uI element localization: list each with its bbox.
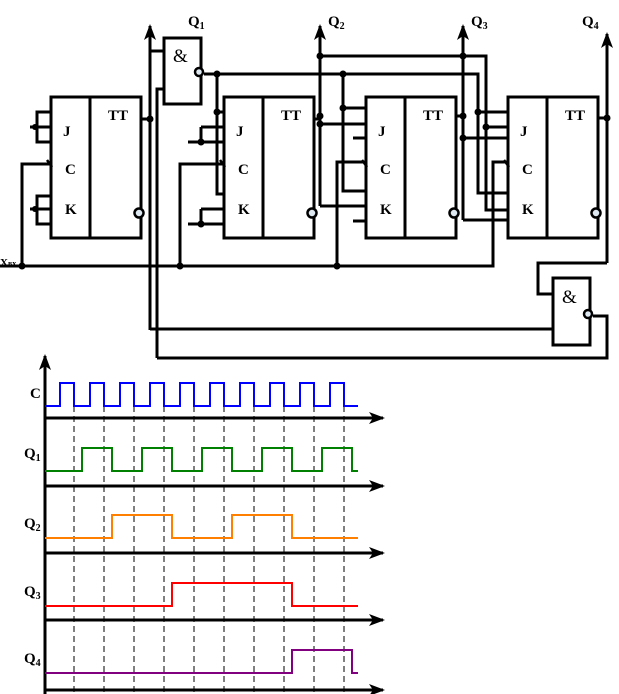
gate-symbol: &: [173, 46, 188, 67]
clock-edge-mark: [45, 159, 54, 168]
k-input-label: K: [522, 202, 534, 218]
c-input-label: C: [522, 162, 533, 178]
c-input-label: C: [380, 162, 391, 178]
inverted-output-bubble: [133, 207, 145, 219]
flipflop-type-label: TT: [108, 108, 128, 124]
jk-flipflop-2: TT J C K: [218, 95, 318, 240]
inverter-bubble: [582, 308, 594, 320]
waveform-q2: [45, 514, 358, 539]
k-input-label: K: [380, 202, 392, 218]
output-label-q4: Q4: [582, 14, 599, 32]
input-label-xvx: Xвх: [0, 257, 16, 269]
signal-label-q3: Q3: [24, 584, 41, 602]
inverted-output-bubble: [590, 207, 602, 219]
k-input-label: K: [65, 202, 77, 218]
junction-dots: [18, 52, 611, 270]
jk-flipflop-3: TT J C K: [360, 95, 460, 240]
and-gate-2: &: [551, 276, 594, 347]
waveform-q4: [45, 649, 358, 674]
clock-edge-mark: [502, 159, 511, 168]
j-input-label: J: [378, 124, 386, 140]
output-label-q3: Q3: [471, 14, 488, 32]
j-input-label: J: [236, 124, 244, 140]
clock-edge-mark: [218, 159, 227, 168]
inverter-bubble: [193, 66, 205, 78]
gate-symbol: &: [562, 287, 577, 308]
j-input-label: J: [520, 124, 528, 140]
jk-flipflop-1: TT J C K: [45, 95, 145, 240]
signal-label-q1: Q1: [24, 446, 41, 464]
waveform-c: [45, 382, 358, 407]
signal-label-c: C: [30, 386, 41, 402]
k-input-label: K: [238, 202, 250, 218]
waveform-q3: [45, 582, 358, 607]
flipflop-type-label: TT: [565, 108, 585, 124]
j-input-label: J: [63, 124, 71, 140]
c-input-label: C: [238, 162, 249, 178]
timing-diagram: C Q1 Q2 Q3 Q4: [24, 354, 385, 694]
and-gate-1: &: [162, 36, 205, 106]
jk-flipflop-4: TT J C K: [502, 95, 602, 240]
flipflop-type-label: TT: [281, 108, 301, 124]
output-label-q1: Q1: [188, 14, 205, 32]
c-input-label: C: [65, 162, 76, 178]
signal-label-q2: Q2: [24, 516, 41, 534]
inverted-output-bubble: [306, 207, 318, 219]
inverted-output-bubble: [448, 207, 460, 219]
output-label-q2: Q2: [328, 14, 345, 32]
clock-edge-mark: [360, 159, 369, 168]
waveform-q1: [45, 447, 358, 472]
flipflop-type-label: TT: [423, 108, 443, 124]
signal-label-q4: Q4: [24, 651, 41, 669]
